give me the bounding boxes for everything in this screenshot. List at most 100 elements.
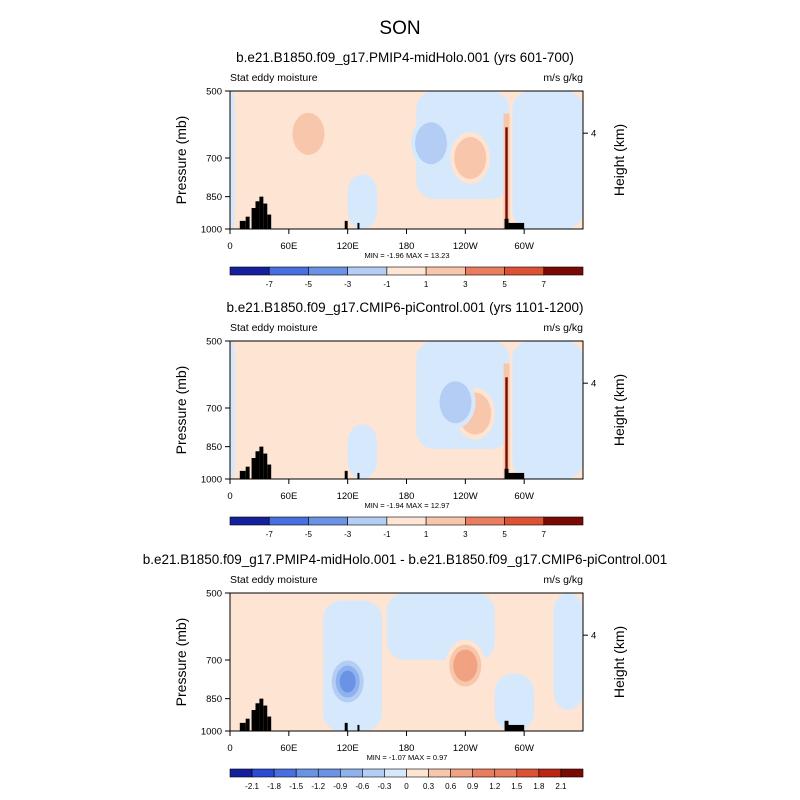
colorbar-tick-label: -7 <box>266 280 274 289</box>
colorbar-bin <box>386 516 427 526</box>
x-tick-label: 0 <box>227 491 232 502</box>
colorbar-bin <box>308 266 348 276</box>
colorbar-bin <box>347 516 388 526</box>
colorbar-bin <box>516 768 540 778</box>
right-label: m/s g/kg <box>543 322 583 334</box>
terrain-4 <box>259 196 264 229</box>
colorbar-tick-label: 3 <box>463 530 468 539</box>
colorbar-bin <box>317 768 341 778</box>
colorbar-tick-label: -2.1 <box>245 782 259 791</box>
colorbar-tick-label: -3 <box>344 530 352 539</box>
terrain-6 <box>267 214 272 229</box>
y-tick-label: 700 <box>206 403 222 414</box>
x-tick-label: 60E <box>280 491 297 502</box>
terrain-0 <box>239 220 246 229</box>
terrain-3 <box>255 703 260 731</box>
colorbar-bin <box>504 516 545 526</box>
panel-3: b.e21.B1850.f09_g17.PMIP4-midHolo.001 - … <box>143 552 668 791</box>
colorbar-tick-label: 5 <box>502 280 507 289</box>
panel-2: b.e21.B1850.f09_g17.CMIP6-piControl.001 … <box>173 300 627 539</box>
terrain-0 <box>239 470 246 479</box>
colorbar-tick-label: -0.3 <box>378 782 392 791</box>
y-tick-label: 850 <box>206 442 222 453</box>
colorbar-bin <box>268 266 309 276</box>
colorbar-bin <box>465 516 505 526</box>
y-tick-label: 500 <box>206 337 222 348</box>
colorbar-bin <box>295 768 319 778</box>
colorbar-bin <box>386 266 427 276</box>
colorbar-tick-label: -3 <box>344 280 352 289</box>
terrain-2 <box>251 458 256 479</box>
terrain-8 <box>357 472 360 479</box>
y-tick-label: 500 <box>206 87 222 98</box>
contour-field <box>230 91 583 229</box>
terrain-2 <box>251 710 256 731</box>
y-axis-label: Pressure (mb) <box>173 618 189 707</box>
x-tick-label: 120W <box>453 743 478 754</box>
colorbar-tick-label: 2.1 <box>555 782 567 791</box>
region-negative-3 <box>347 174 378 229</box>
terrain-1 <box>245 466 250 479</box>
terrain-7 <box>344 220 348 229</box>
feature-warm-patch-indian-level-2 <box>292 112 325 155</box>
terrain-7 <box>344 722 348 731</box>
colorbar-tick-label: 0.3 <box>423 782 435 791</box>
terrain-7 <box>344 470 348 479</box>
region-negative-3 <box>347 424 378 479</box>
terrain-9 <box>504 218 509 229</box>
y-tick-label: 850 <box>206 192 222 203</box>
figure-title: SON <box>379 18 420 39</box>
colorbar-tick-label: -1 <box>383 530 391 539</box>
terrain-5 <box>263 705 268 731</box>
colorbar-tick-label: 1.2 <box>489 782 501 791</box>
min-max-stats: MIN = -1.07 MAX = 0.97 <box>367 753 448 762</box>
left-label: Stat eddy moisture <box>230 574 318 586</box>
terrain-0 <box>239 722 246 731</box>
region-negative-3 <box>553 593 583 711</box>
terrain-6 <box>267 464 272 479</box>
y-axis-label: Pressure (mb) <box>173 366 189 455</box>
x-tick-label: 180 <box>399 241 415 252</box>
terrain-10 <box>508 724 525 731</box>
panel-title: b.e21.B1850.f09_g17.PMIP4-midHolo.001 (y… <box>236 50 574 65</box>
colorbar-tick-label: -1.2 <box>311 782 325 791</box>
y-tick-label: 700 <box>206 153 222 164</box>
x-tick-label: 120E <box>337 743 359 754</box>
colorbar-tick-label: 7 <box>542 530 547 539</box>
colorbar-bin <box>472 768 496 778</box>
x-tick-label: 60E <box>280 743 297 754</box>
contour-field <box>230 593 583 731</box>
colorbar-tick-label: -0.6 <box>355 782 369 791</box>
feature-cool-blob-central-pacific-level-2 <box>439 381 472 424</box>
region-negative-2 <box>512 341 583 479</box>
colorbar-bin <box>560 768 584 778</box>
x-tick-label: 60W <box>514 743 534 754</box>
contour-field <box>230 341 583 479</box>
colorbar-bin <box>538 768 562 778</box>
terrain-9 <box>504 468 509 479</box>
colorbar-bin <box>229 266 270 276</box>
terrain-10 <box>508 472 525 479</box>
terrain-5 <box>263 453 268 479</box>
colorbar-bin <box>465 266 505 276</box>
terrain-8 <box>357 222 360 229</box>
right-label: m/s g/kg <box>543 574 583 586</box>
colorbar-bin <box>340 768 363 778</box>
y-tick-label: 850 <box>206 694 222 705</box>
colorbar-bin <box>425 266 466 276</box>
colorbar-bin <box>428 768 451 778</box>
region-negative-0 <box>230 91 235 229</box>
y-tick-label: 700 <box>206 655 222 666</box>
region-negative-0 <box>230 341 235 479</box>
colorbar-tick-label: 1.8 <box>533 782 545 791</box>
x-tick-label: 120E <box>337 241 359 252</box>
region-negative-2 <box>494 673 534 731</box>
y-tick-label: 1000 <box>201 727 222 738</box>
terrain-5 <box>263 203 268 229</box>
colorbar-tick-label: 1 <box>424 530 429 539</box>
terrain-4 <box>259 698 264 731</box>
colorbar-bin <box>406 768 429 778</box>
min-max-stats: MIN = -1.94 MAX = 12.97 <box>364 501 449 510</box>
colorbar-bin <box>384 768 407 778</box>
